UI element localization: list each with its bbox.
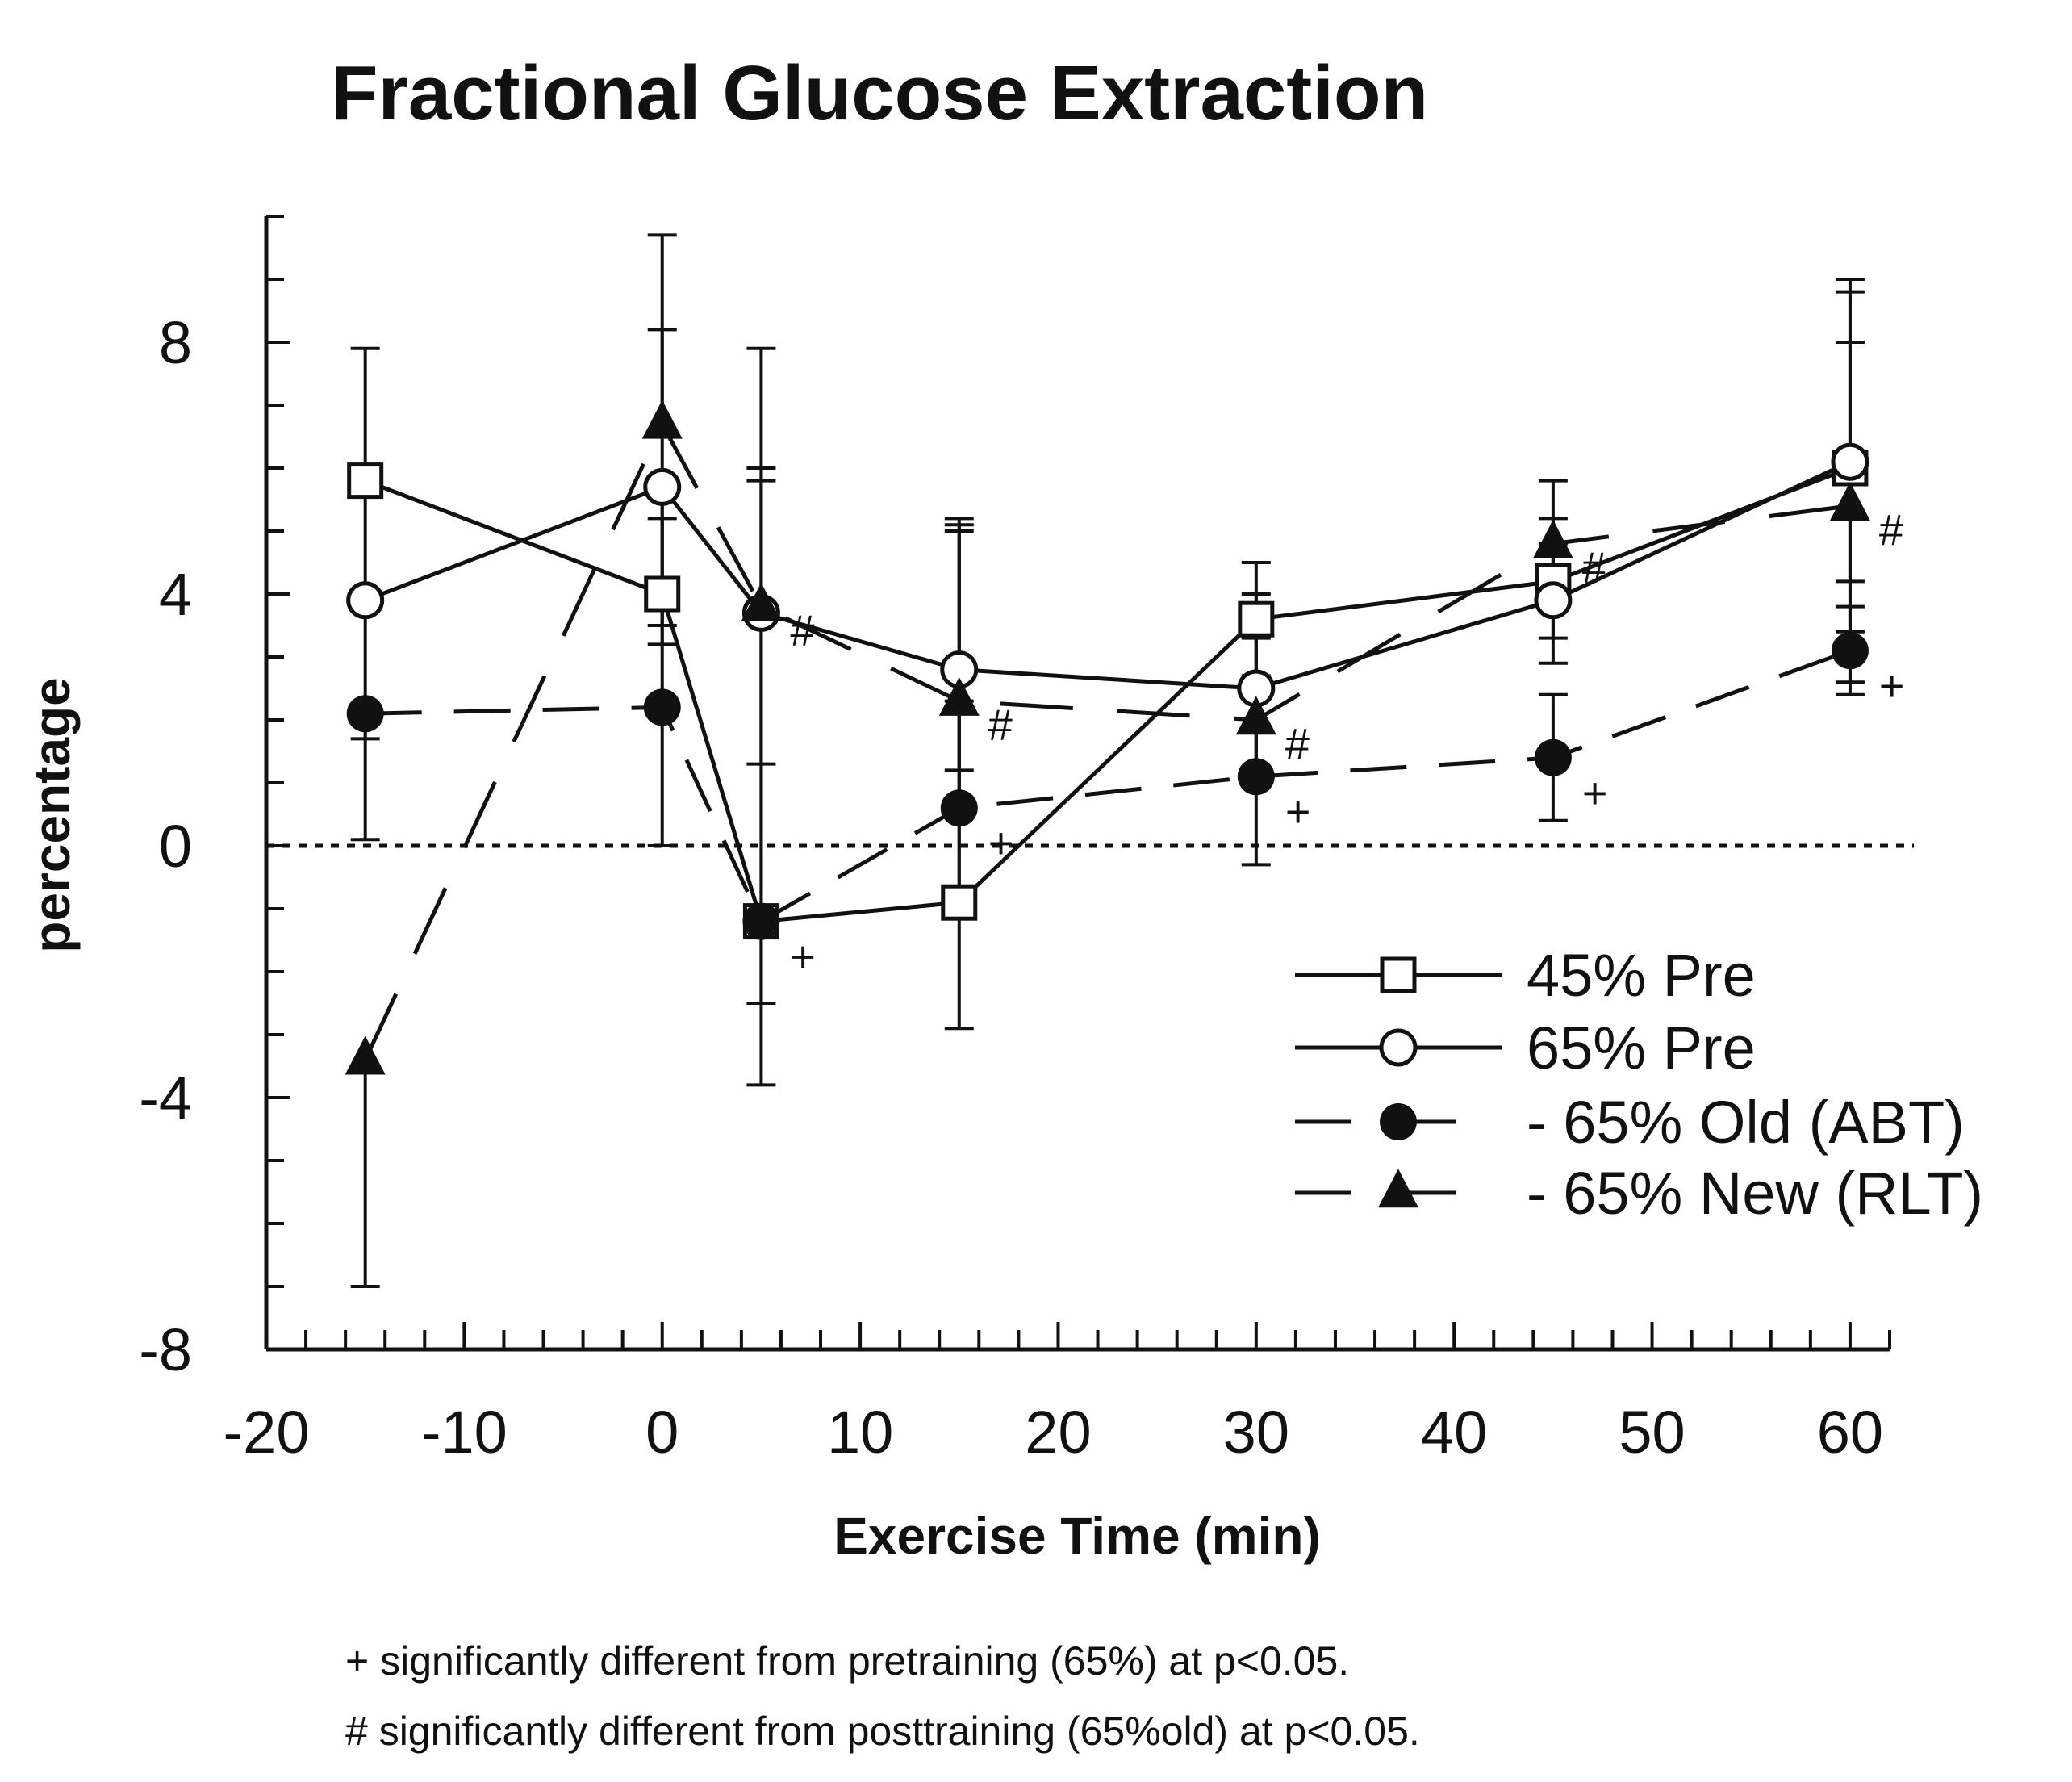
legend-marker [1378, 1169, 1418, 1208]
pretraining-significance-mark: + [790, 933, 816, 981]
data-point-45-pre [347, 462, 384, 500]
pretraining-significance-mark: + [988, 819, 1014, 868]
x-tick-label: 10 [827, 1399, 893, 1466]
x-tick-label: -20 [223, 1399, 310, 1466]
x-axis-label: Exercise Time (min) [833, 1507, 1321, 1565]
data-point-65-new-rlt [1532, 519, 1573, 558]
data-point-45-pre [644, 575, 681, 613]
x-tick-label: 30 [1223, 1399, 1289, 1466]
data-point-65-old-abt [1237, 758, 1275, 796]
data-point-65-new-rlt [1829, 482, 1870, 521]
chart-title: Fractional Glucose Extraction [331, 50, 1428, 136]
footnote-plus: + significantly different from pretraini… [345, 1638, 1349, 1684]
data-point-65-pre [643, 467, 682, 506]
series-line-45-pre [364, 466, 1851, 924]
x-tick-label: 50 [1619, 1399, 1685, 1466]
legend-marker [1380, 1103, 1417, 1140]
series-markers [345, 399, 1870, 1075]
legend-label: - 65% Old (ABT) [1527, 1089, 1965, 1156]
significance-annotations: # + # + # + # + # + [790, 506, 1904, 981]
pretraining-significance-mark: + [1285, 788, 1311, 836]
legend-marker [1380, 956, 1417, 993]
data-point-65-old-abt [1534, 738, 1572, 776]
y-tick-label: 0 [159, 813, 192, 880]
data-point-65-pre [1831, 442, 1869, 481]
x-tick-label: 0 [645, 1399, 679, 1466]
data-point-65-old-abt [346, 695, 384, 733]
y-tick-label: 4 [159, 561, 192, 628]
posttraining-significance-mark: # [1582, 544, 1606, 592]
legend-label: - 65% New (RLT) [1527, 1160, 1983, 1227]
y-minor-ticks [266, 215, 290, 1351]
data-point-65-old-abt [940, 789, 978, 827]
y-tick-label: -8 [139, 1316, 192, 1383]
data-point-65-pre [1534, 581, 1573, 620]
legend-label: 65% Pre [1527, 1014, 1756, 1081]
posttraining-significance-mark: # [790, 607, 814, 655]
legend-label: 45% Pre [1527, 942, 1756, 1009]
data-point-65-old-abt [643, 688, 681, 726]
legend-entry-45-pre: 45% Pre [1295, 942, 1756, 1009]
posttraining-significance-mark: # [988, 701, 1013, 750]
data-point-45-pre [1238, 600, 1275, 638]
footnote-hash: # significantly different from posttrain… [345, 1709, 1420, 1754]
data-point-65-new-rlt [938, 676, 980, 716]
data-point-45-pre [941, 884, 978, 921]
data-point-65-pre [346, 581, 385, 620]
data-point-65-new-rlt [741, 582, 782, 621]
data-point-65-new-rlt [1235, 696, 1276, 735]
x-tick-label: -10 [421, 1399, 508, 1466]
x-tick-label: 20 [1025, 1399, 1091, 1466]
legend-entry-65-new-rlt: - 65% New (RLT) [1295, 1160, 1983, 1227]
data-point-65-old-abt [1831, 632, 1869, 670]
pretraining-significance-mark: + [1879, 662, 1905, 710]
plot-area: -8 -4 0 4 8 -20 -10 0 10 20 30 40 50 60 # + # + # + # + # + [139, 215, 1914, 1466]
x-minor-ticks [265, 1322, 1891, 1349]
data-point-65-new-rlt [345, 1035, 386, 1075]
legend-entry-65-old-abt: - 65% Old (ABT) [1295, 1089, 1965, 1156]
legend-entry-65-pre: 65% Pre [1295, 1014, 1756, 1081]
posttraining-significance-mark: # [1879, 506, 1903, 554]
y-tick-label: 8 [159, 309, 192, 376]
pretraining-significance-mark: + [1582, 769, 1608, 818]
series-line-65-pre [364, 459, 1851, 691]
series-line-65-old-abt [365, 648, 1851, 924]
x-tick-labels: -20 -10 0 10 20 30 40 50 60 [223, 1399, 1884, 1466]
x-tick-label: 60 [1817, 1399, 1883, 1466]
y-axis-label: percentage [23, 677, 81, 952]
data-point-65-old-abt [742, 902, 780, 940]
y-tick-label: -4 [139, 1065, 192, 1132]
y-tick-labels: -8 -4 0 4 8 [139, 309, 192, 1383]
x-tick-label: 40 [1421, 1399, 1487, 1466]
legend-marker [1379, 1028, 1418, 1067]
series-layer [345, 233, 1870, 1288]
data-point-65-new-rlt [641, 399, 683, 439]
posttraining-significance-mark: # [1285, 720, 1310, 768]
